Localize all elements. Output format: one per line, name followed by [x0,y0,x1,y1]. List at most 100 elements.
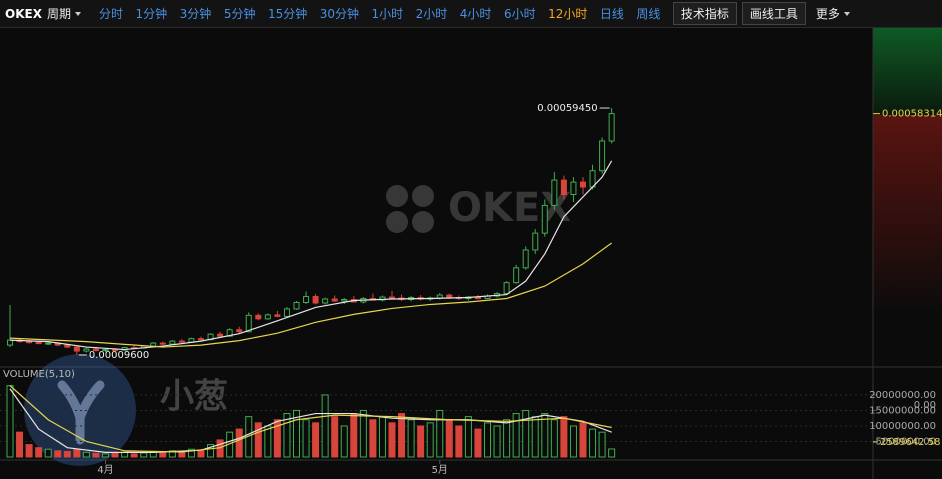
candle-body [198,338,204,341]
candle-body [303,296,310,303]
candle-body [64,344,71,348]
current-price-label: 0.00058314 [882,109,942,120]
period-select[interactable]: 周期 [47,5,82,22]
interval-option[interactable]: 6小时 [503,7,536,21]
volume-bar [598,431,606,458]
candle-body [293,301,300,310]
volume-bar [73,448,81,458]
volume-bar [293,409,300,458]
volume-bar [187,448,195,458]
volume-bar [512,413,520,458]
interval-option[interactable]: 5分钟 [223,7,256,21]
candle-body [580,181,586,188]
more-menu[interactable]: 更多 [816,5,850,22]
volume-bar [254,422,262,458]
drawing-tools-button[interactable]: 画线工具 [741,2,806,25]
moving-average-line [9,385,612,453]
period-label: 周期 [47,7,72,21]
volume-bar [16,431,24,458]
volume-bar [445,419,453,458]
candle-body [436,294,443,299]
interval-list: 分时 1分钟 3分钟 5分钟 15分钟 30分钟 1小时 2小时 4小时 6小时 12小时 日线 周线 [99,5,673,22]
candle-body [522,249,529,269]
volume-bar [168,450,176,458]
volume-bar [35,447,43,458]
volume-bar [417,425,425,458]
interval-option[interactable]: 周线 [636,7,661,21]
candle-body [331,298,338,302]
volume-bar [130,453,138,458]
exchange-watermark: OKEX [386,185,571,233]
interval-option[interactable]: 分时 [99,7,124,21]
volume-bar [398,413,406,458]
candle-body [83,348,90,352]
toolbar: OKEX 周期 分时 1分钟 3分钟 5分钟 15分钟 30分钟 1小时 2小时 4小时 6小时 1… [0,0,942,28]
interval-option[interactable]: 12小时 [548,7,588,21]
interval-option[interactable]: 15分钟 [267,7,308,21]
volume-bar [503,419,511,458]
volume-bar [464,416,472,458]
interval-option[interactable]: 日线 [599,7,624,21]
price-gradient-up [873,28,942,115]
volume-bar [178,451,186,458]
volume-bar [82,451,90,458]
candle-body [312,296,319,304]
candle-body [322,298,329,304]
volume-bar [6,385,14,458]
logo: OKEX [5,6,42,21]
volume-bar [140,452,148,458]
y-tick-label: 20000000.00 [869,390,936,401]
volume-bar [350,413,358,458]
indicator-button[interactable]: 技术指标 [672,2,737,25]
moving-average-line [9,160,613,351]
annotation-label: 0.00009600 [89,350,149,361]
dropdown-arrow [843,11,850,16]
interval-option[interactable]: 3分钟 [179,7,212,21]
candle-body [102,349,109,352]
candle-body [35,341,42,345]
candle-body [560,179,567,195]
candle-body [446,294,453,299]
y-tick-label: 5000000.00 [876,436,936,447]
volume-bar [474,428,482,458]
volume-bar [44,448,52,458]
candle-body [532,232,539,251]
volume-bar [436,409,444,458]
interval-option[interactable]: 1小时 [371,7,404,21]
volume-bar [541,413,549,458]
interval-option[interactable]: 30分钟 [319,7,360,21]
volume-bar [54,450,62,458]
candle-body [236,329,243,333]
volume-bar [273,419,281,458]
volume-bar [321,394,329,458]
volume-bar [235,428,243,458]
candle-body [178,340,185,343]
interval-option[interactable]: 2小时 [415,7,448,21]
watermark-text: OKEX [448,185,571,231]
moving-average-line [9,242,613,348]
candle-body [245,314,252,333]
annotation-label: 0.00059450 [537,103,597,114]
dropdown-arrow [75,11,82,16]
volume-bar [608,448,616,458]
candle-body [551,179,558,206]
volume-bar [531,416,539,458]
interval-option[interactable]: 1分钟 [135,7,168,21]
volume-bar [589,428,597,458]
price-gradient-down [873,115,942,315]
volume-extra-label: 0.00 [914,400,936,411]
candle-body [7,339,13,346]
interval-option[interactable]: 4小时 [459,7,492,21]
volume-bar [331,416,339,458]
candle-body [112,349,119,352]
x-tick-label: 5月 [432,464,448,476]
volume-bar [378,416,386,458]
background [0,28,942,479]
candle-body [541,204,548,234]
volume-bar [426,422,434,458]
candle-body [608,113,615,142]
candle-body [379,296,386,301]
candle-body [26,341,33,344]
candle-body [73,346,80,352]
